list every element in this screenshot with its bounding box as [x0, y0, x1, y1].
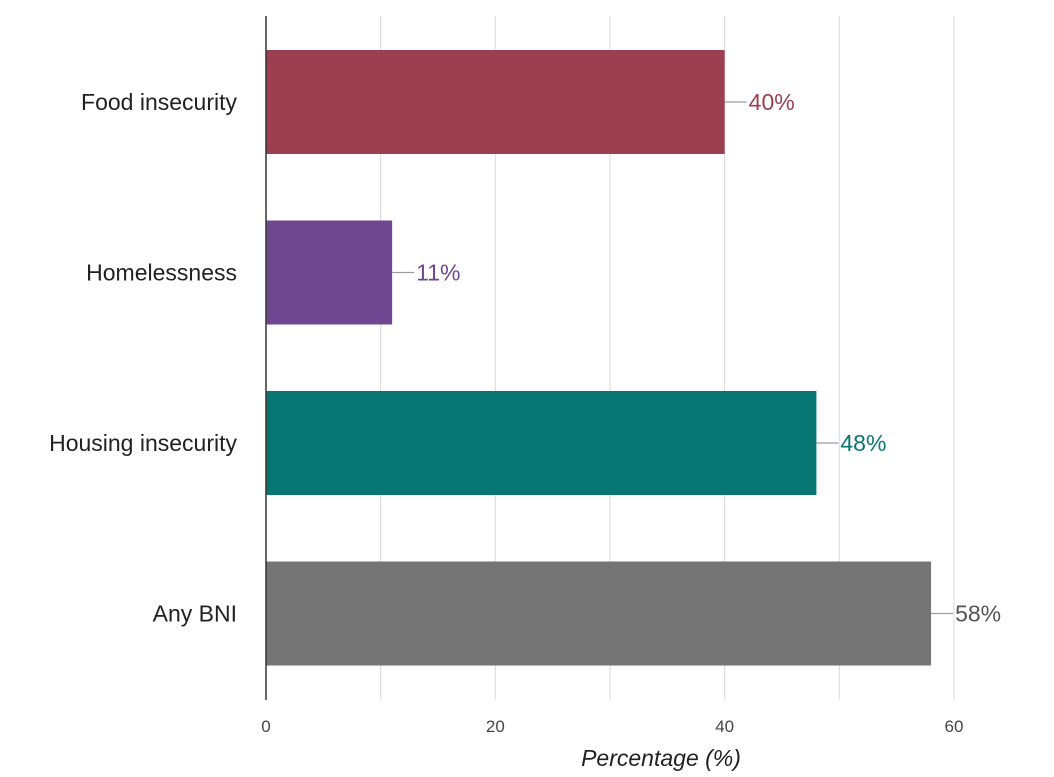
category-label-housing-insecurity: Housing insecurity — [49, 430, 237, 456]
data-labels: 40% 11% 48% 58% — [416, 89, 1001, 627]
category-label-food-insecurity: Food insecurity — [81, 89, 237, 115]
x-tick-label-0: 0 — [261, 717, 270, 736]
x-tick-label-20: 20 — [486, 717, 505, 736]
category-label-homelessness: Homelessness — [86, 260, 237, 286]
data-label-housing-insecurity: 48% — [840, 430, 886, 456]
category-labels: Food insecurity Homelessness Housing insec… — [49, 89, 237, 627]
data-label-any-bni: 58% — [955, 601, 1001, 627]
data-label-food-insecurity: 40% — [749, 89, 795, 115]
x-tick-label-40: 40 — [715, 717, 734, 736]
category-label-any-bni: Any BNI — [153, 601, 237, 627]
data-label-leaders — [392, 101, 954, 615]
bar-homelessness — [266, 220, 393, 325]
bar-housing-insecurity — [266, 391, 817, 495]
x-tick-label-60: 60 — [945, 717, 964, 736]
x-axis-title: Percentage (%) — [581, 745, 741, 771]
x-axis-ticks: 0 20 40 60 — [261, 717, 963, 736]
bar-any-bni — [266, 561, 932, 666]
bar-food-insecurity — [266, 50, 725, 154]
bars — [266, 50, 932, 666]
data-label-homelessness: 11% — [416, 260, 460, 286]
